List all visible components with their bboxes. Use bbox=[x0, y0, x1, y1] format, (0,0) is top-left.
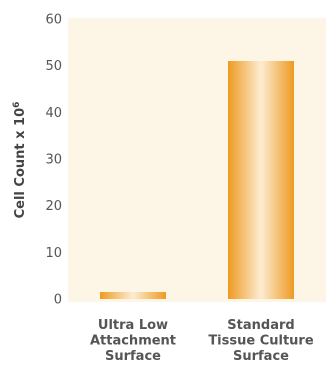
y-axis-ticks: 0 10 20 30 40 50 60 bbox=[45, 13, 62, 308]
y-tick-label-10: 10 bbox=[45, 246, 62, 261]
y-axis-title-text: Cell Count x 10 bbox=[13, 108, 28, 219]
category-label-line: Surface bbox=[105, 349, 161, 364]
category-label-line: Standard bbox=[227, 318, 294, 333]
y-tick-label-40: 40 bbox=[45, 106, 62, 121]
y-tick-label-0: 0 bbox=[54, 293, 62, 308]
category-label-line: Attachment bbox=[90, 334, 176, 349]
y-axis-title-exponent: 6 bbox=[12, 102, 22, 108]
category-label-line: Tissue Culture bbox=[208, 334, 314, 349]
category-label-line: Ultra Low bbox=[98, 318, 168, 333]
y-tick-label-50: 50 bbox=[45, 59, 62, 74]
y-tick-label-60: 60 bbox=[45, 13, 62, 28]
bar-2 bbox=[228, 61, 294, 299]
category-label-2: Standard Tissue Culture Surface bbox=[208, 318, 314, 364]
bars bbox=[100, 61, 294, 299]
category-label-1: Ultra Low Attachment Surface bbox=[90, 318, 176, 364]
y-tick-label-30: 30 bbox=[45, 153, 62, 168]
category-label-line: Surface bbox=[233, 349, 289, 364]
y-tick-label-20: 20 bbox=[45, 199, 62, 214]
y-axis-title: Cell Count x 106 bbox=[12, 102, 28, 219]
bar-1 bbox=[100, 292, 166, 299]
